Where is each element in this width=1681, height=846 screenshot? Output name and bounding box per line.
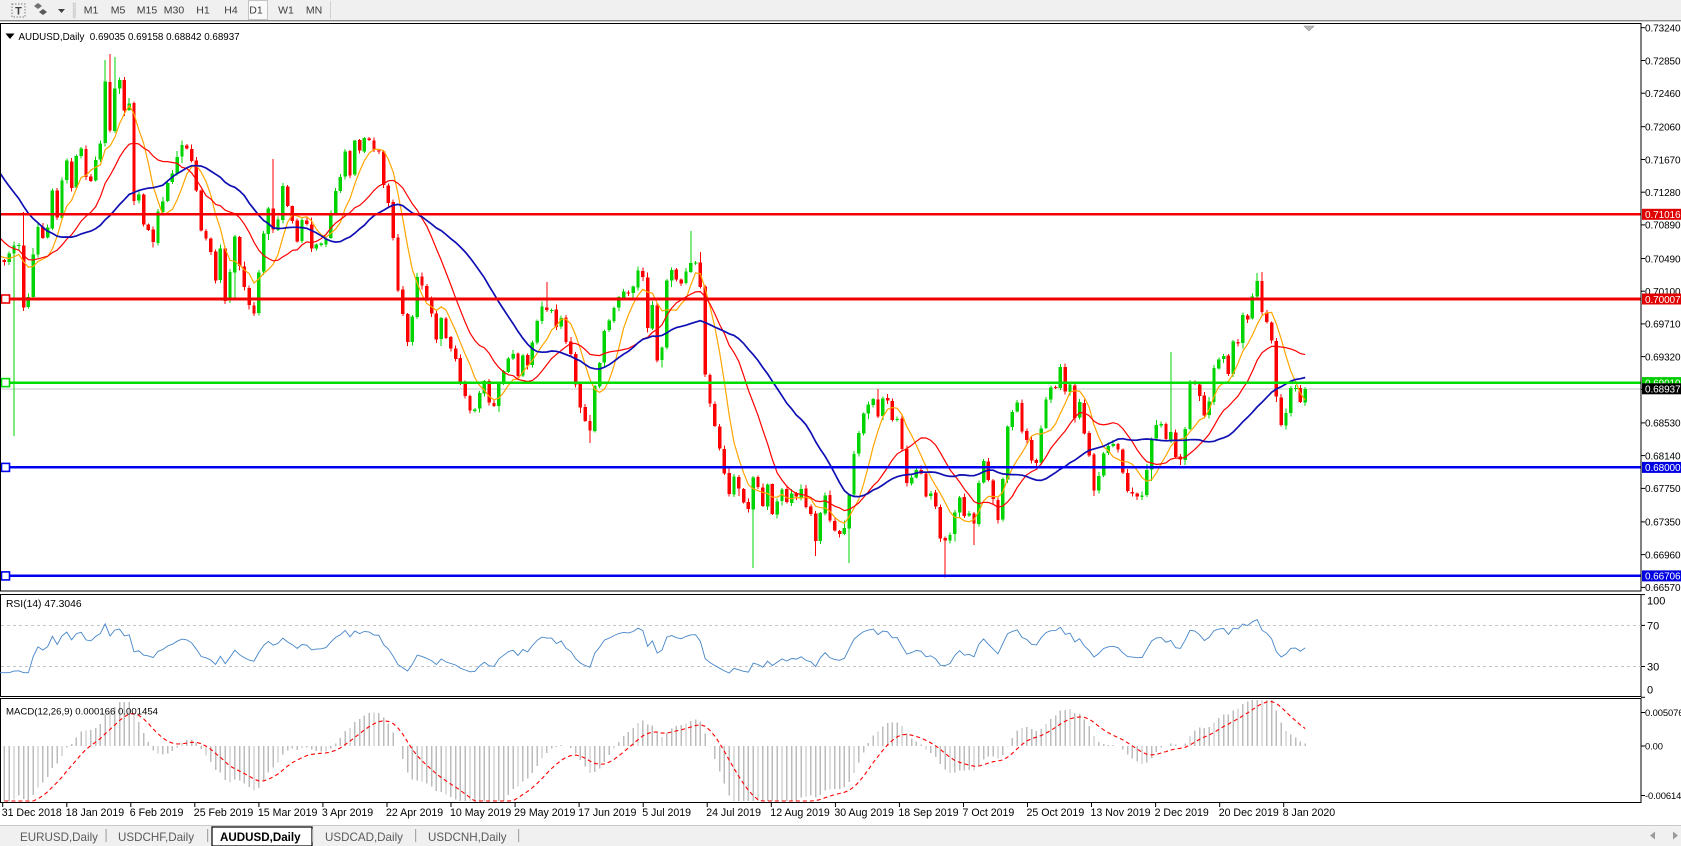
svg-text:29 May 2019: 29 May 2019 [514,807,575,819]
svg-text:USDCHF,Daily: USDCHF,Daily [118,831,194,844]
svg-text:0.72060: 0.72060 [1645,123,1681,134]
svg-text:100: 100 [1647,596,1665,608]
svg-text:0.67350: 0.67350 [1645,518,1681,529]
svg-text:0.005076: 0.005076 [1645,707,1681,718]
svg-text:3 Apr 2019: 3 Apr 2019 [322,807,373,819]
svg-text:0.72460: 0.72460 [1645,89,1681,100]
svg-text:T: T [15,6,22,18]
svg-text:0.66960: 0.66960 [1645,550,1681,561]
svg-text:2 Dec 2019: 2 Dec 2019 [1155,807,1209,819]
svg-text:0.68937: 0.68937 [1645,385,1681,396]
svg-text:12 Aug 2019: 12 Aug 2019 [770,807,830,819]
svg-text:25 Feb 2019: 25 Feb 2019 [194,807,254,819]
svg-text:30: 30 [1647,662,1659,674]
svg-text:20 Dec 2019: 20 Dec 2019 [1219,807,1279,819]
svg-text:H4: H4 [224,5,238,17]
svg-text:0.67750: 0.67750 [1645,484,1681,495]
svg-text:AUDUSD,Daily 0.69035 0.69158: AUDUSD,Daily 0.69035 0.69158 0.68842 0.6… [19,32,240,43]
svg-text:6 Feb 2019: 6 Feb 2019 [130,807,184,819]
svg-text:0.68140: 0.68140 [1645,451,1681,462]
svg-text:MN: MN [306,5,322,17]
svg-text:0.70490: 0.70490 [1645,254,1681,265]
svg-text:31 Dec 2018: 31 Dec 2018 [2,807,62,819]
svg-text:USDCNH,Daily: USDCNH,Daily [428,831,507,844]
svg-text:M15: M15 [137,5,158,17]
svg-text:0: 0 [1647,685,1653,697]
svg-text:RSI(14) 47.3046: RSI(14) 47.3046 [6,599,82,610]
svg-text:0.70890: 0.70890 [1645,221,1681,232]
svg-text:70: 70 [1647,620,1659,632]
svg-text:18 Sep 2019: 18 Sep 2019 [898,807,958,819]
svg-text:M1: M1 [84,5,99,17]
svg-text:8 Jan 2020: 8 Jan 2020 [1283,807,1336,819]
svg-text:22 Apr 2019: 22 Apr 2019 [386,807,443,819]
svg-text:7 Oct 2019: 7 Oct 2019 [963,807,1015,819]
svg-text:0.71670: 0.71670 [1645,155,1681,166]
svg-text:AUDUSD,Daily: AUDUSD,Daily [220,831,301,844]
svg-text:5 Jul 2019: 5 Jul 2019 [642,807,691,819]
svg-text:-0.006148: -0.006148 [1645,790,1681,801]
svg-text:24 Jul 2019: 24 Jul 2019 [706,807,761,819]
svg-text:W1: W1 [278,5,294,17]
svg-text:0.70007: 0.70007 [1645,295,1681,306]
svg-text:0.69320: 0.69320 [1645,352,1681,363]
svg-text:MACD(12,26,9) 0.000166 0.00145: MACD(12,26,9) 0.000166 0.001454 [6,707,159,718]
svg-text:0.66570: 0.66570 [1645,583,1681,594]
svg-text:0.72850: 0.72850 [1645,56,1681,67]
svg-text:0.71016: 0.71016 [1645,210,1681,221]
svg-text:EURUSD,Daily: EURUSD,Daily [20,831,98,844]
svg-text:18 Jan 2019: 18 Jan 2019 [66,807,124,819]
svg-text:D1: D1 [249,5,263,17]
svg-text:30 Aug 2019: 30 Aug 2019 [834,807,894,819]
svg-text:10 May 2019: 10 May 2019 [450,807,511,819]
svg-text:0.70100: 0.70100 [1645,287,1681,298]
svg-text:0.66706: 0.66706 [1645,572,1681,583]
svg-text:0.73240: 0.73240 [1645,24,1681,35]
svg-text:H1: H1 [196,5,210,17]
svg-text:0.68530: 0.68530 [1645,419,1681,430]
svg-text:M5: M5 [111,5,126,17]
svg-text:13 Nov 2019: 13 Nov 2019 [1091,807,1151,819]
svg-text:17 Jun 2019: 17 Jun 2019 [578,807,636,819]
svg-text:M30: M30 [164,5,185,17]
svg-text:15 Mar 2019: 15 Mar 2019 [258,807,318,819]
svg-text:0.68000: 0.68000 [1645,463,1681,474]
svg-text:0.69710: 0.69710 [1645,320,1681,331]
svg-text:0.00: 0.00 [1645,741,1663,752]
svg-text:25 Oct 2019: 25 Oct 2019 [1027,807,1085,819]
svg-text:USDCAD,Daily: USDCAD,Daily [325,831,403,844]
svg-text:0.71280: 0.71280 [1645,188,1681,199]
